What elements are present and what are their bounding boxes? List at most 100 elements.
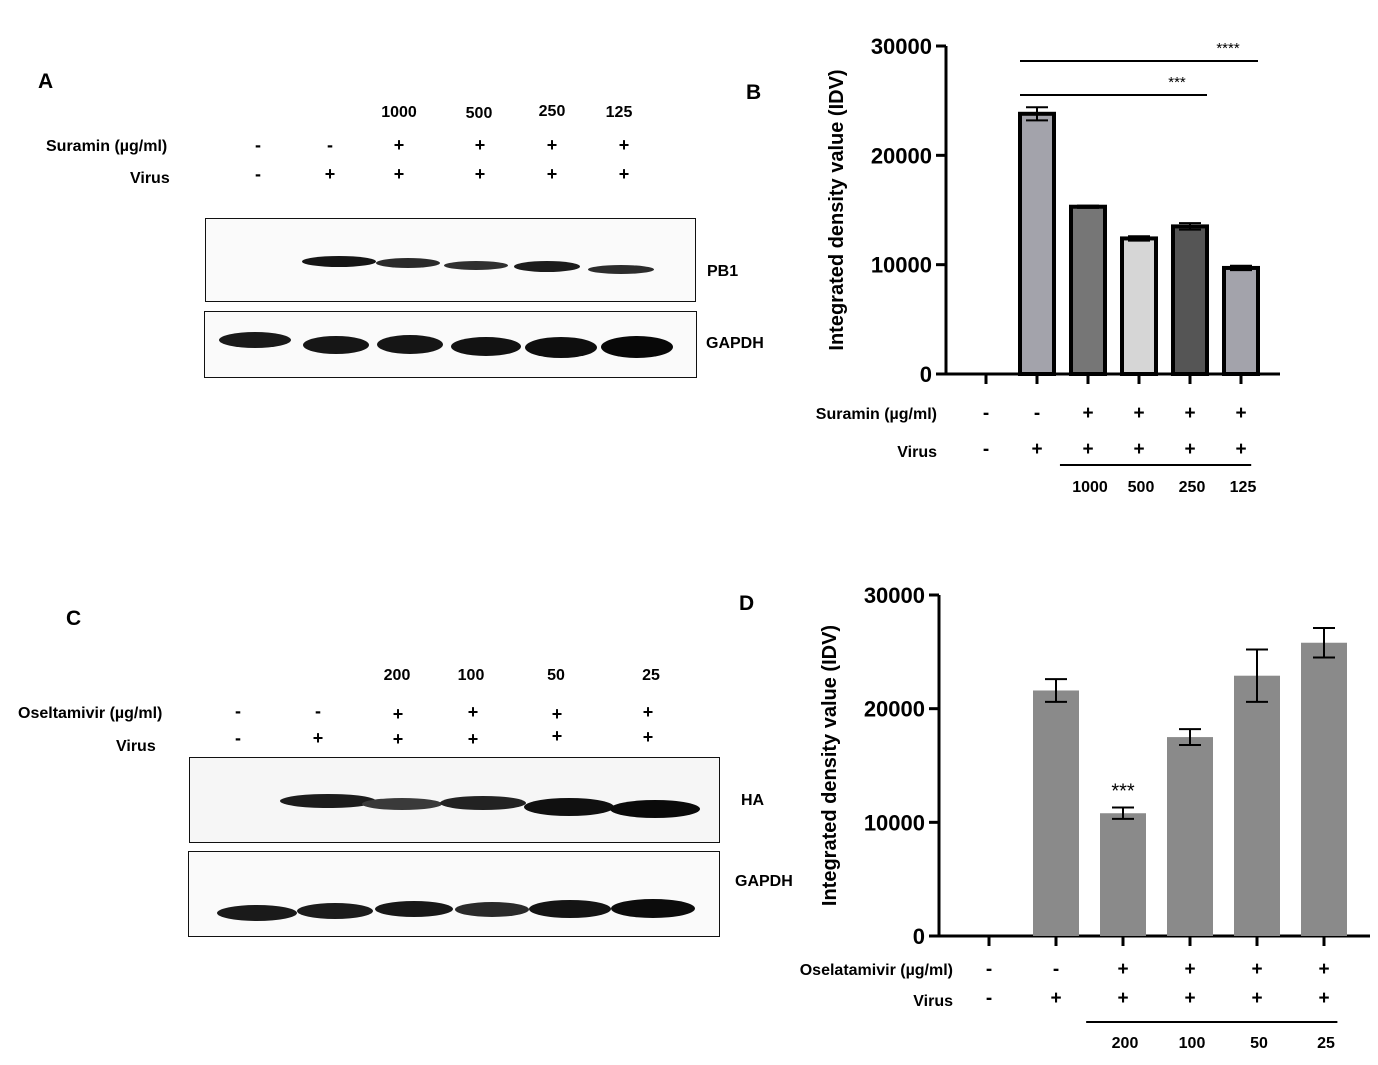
virus-sign: - xyxy=(983,439,989,460)
panel-a-conc-3: 250 xyxy=(538,103,566,120)
y-tick-label: 20000 xyxy=(864,697,925,722)
pb1-label: PB1 xyxy=(707,263,739,280)
treatment-label: Suramin (µg/ml) xyxy=(816,406,937,423)
gapdh-label-a: GAPDH xyxy=(706,335,764,352)
treatment-sign: + xyxy=(1318,959,1329,980)
treatment-sign: - xyxy=(986,959,992,980)
panel-c-row1-sign: + xyxy=(551,704,563,724)
blot-band xyxy=(444,261,508,270)
y-tick-label: 30000 xyxy=(864,583,925,608)
bar-annotation: *** xyxy=(1111,781,1135,803)
virus-sign: + xyxy=(1184,988,1195,1009)
treatment-sign: - xyxy=(983,403,989,424)
treatment-sign: - xyxy=(1034,403,1040,424)
blot-band xyxy=(376,258,440,268)
treatment-sign: + xyxy=(1133,403,1144,424)
panel-a-row1-sign: - xyxy=(255,135,261,155)
panel-c-row1-sign: + xyxy=(642,702,654,722)
panel-a-conc-1: 1000 xyxy=(381,104,417,121)
blot-band xyxy=(375,901,453,917)
virus-sign: + xyxy=(1050,988,1061,1009)
panel-a-row2-sign: + xyxy=(618,164,630,184)
treatment-label: Oselatamivir (µg/ml) xyxy=(800,962,953,979)
blot-band xyxy=(362,798,442,810)
blot-band xyxy=(611,899,695,918)
panel-c-conc-4: 25 xyxy=(642,667,660,684)
blot-band xyxy=(440,796,526,810)
bar xyxy=(1033,690,1079,936)
panel-c-row2-sign: + xyxy=(642,727,654,747)
panel-d-letter: D xyxy=(739,592,755,615)
panel-a-row2-sign: - xyxy=(255,164,261,184)
virus-sign: - xyxy=(986,988,992,1009)
pb1-blot xyxy=(205,218,696,302)
panel-a-row1-sign: + xyxy=(546,135,558,155)
panel-c-conc-3: 50 xyxy=(547,667,565,684)
treatment-sign: + xyxy=(1184,959,1195,980)
panel-b-letter: B xyxy=(746,81,762,104)
panel-a-conc-4: 125 xyxy=(605,104,633,121)
y-tick-label: 10000 xyxy=(864,810,925,835)
panel-c-row2-sign: + xyxy=(312,728,324,748)
panel-c-conc-1: 200 xyxy=(383,667,411,684)
bar xyxy=(1018,111,1056,377)
concentration-label: 125 xyxy=(1230,479,1257,496)
concentration-label: 1000 xyxy=(1072,479,1108,496)
blot-band xyxy=(280,794,376,808)
y-tick-label: 0 xyxy=(913,924,925,949)
y-axis-label: Integrated density value (IDV) xyxy=(819,625,841,906)
gapdh-blot-a xyxy=(204,311,697,378)
concentration-label: 100 xyxy=(1179,1035,1206,1052)
bar xyxy=(1234,675,1280,936)
panel-c-row1-sign: - xyxy=(315,701,321,721)
bar xyxy=(1100,813,1146,936)
panel-a-row1-sign: + xyxy=(474,135,486,155)
blot-band xyxy=(525,337,597,358)
bar xyxy=(1171,224,1209,376)
virus-label: Virus xyxy=(897,444,937,461)
concentration-label: 250 xyxy=(1179,479,1206,496)
panel-a-row2-label: Virus xyxy=(130,170,170,187)
virus-sign: + xyxy=(1251,988,1262,1009)
gapdh-label-c: GAPDH xyxy=(735,873,793,890)
panel-c-row2-sign: - xyxy=(235,728,241,748)
blot-band xyxy=(455,902,529,917)
virus-sign: + xyxy=(1184,439,1195,460)
treatment-sign: + xyxy=(1251,959,1262,980)
panel-a-row2-sign: + xyxy=(324,164,336,184)
bar xyxy=(1301,642,1347,936)
y-tick-label: 30000 xyxy=(871,34,932,59)
ha-label: HA xyxy=(741,792,765,809)
blot-band xyxy=(601,336,673,358)
treatment-sign: + xyxy=(1184,403,1195,424)
panel-c-conc-2: 100 xyxy=(457,667,485,684)
blot-band xyxy=(303,336,369,354)
blot-band xyxy=(219,332,291,348)
panel-a-conc-2: 500 xyxy=(465,105,493,122)
panel-a-row2-sign: + xyxy=(393,164,405,184)
virus-sign: + xyxy=(1031,439,1042,460)
panel-a-row1-sign: + xyxy=(393,135,405,155)
panel-a-row2-sign: + xyxy=(546,164,558,184)
blot-band xyxy=(514,261,580,272)
panel-c-row2-label: Virus xyxy=(116,738,156,755)
panel-c-letter: C xyxy=(66,607,82,630)
concentration-label: 50 xyxy=(1250,1035,1268,1052)
blot-band xyxy=(377,335,443,354)
blot-band xyxy=(302,256,376,267)
treatment-sign: + xyxy=(1082,403,1093,424)
panel-a-row2-sign: + xyxy=(474,164,486,184)
panel-a-row1-label: Suramin (µg/ml) xyxy=(46,138,168,155)
panel-a-row1-sign: + xyxy=(618,135,630,155)
panel-c-row2-sign: + xyxy=(467,729,479,749)
concentration-label: 500 xyxy=(1128,479,1155,496)
bar xyxy=(1120,236,1158,376)
panel-c-row1-sign: + xyxy=(392,704,404,724)
blot-band xyxy=(451,337,521,356)
virus-sign: + xyxy=(1318,988,1329,1009)
blot-band xyxy=(524,798,614,816)
virus-sign: + xyxy=(1082,439,1093,460)
panel-a-row1-sign: - xyxy=(327,135,333,155)
blot-band xyxy=(529,900,611,918)
bar xyxy=(1167,737,1213,936)
